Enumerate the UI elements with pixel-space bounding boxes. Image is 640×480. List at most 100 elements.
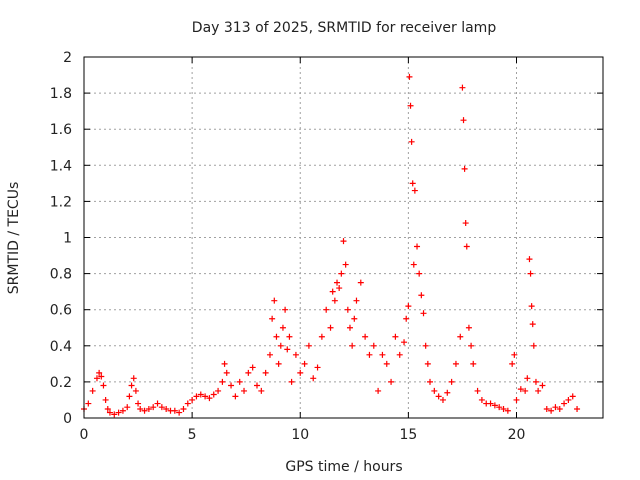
data-point [405, 303, 412, 310]
y-tick-label: 2 [63, 50, 72, 66]
data-point [282, 306, 289, 313]
data-point [353, 297, 360, 304]
data-point [273, 333, 280, 340]
y-tick-label: 0.8 [50, 267, 72, 283]
data-point [132, 387, 139, 394]
x-tick-label: 15 [399, 427, 417, 443]
data-point [459, 84, 466, 91]
data-point [89, 387, 96, 394]
data-point [532, 378, 539, 385]
data-point [98, 373, 105, 380]
data-point [277, 342, 284, 349]
data-point [406, 73, 413, 80]
data-point [258, 387, 265, 394]
data-point [401, 339, 408, 346]
data-point [228, 382, 235, 389]
data-point [435, 393, 442, 400]
data-point [552, 404, 559, 411]
data-point [461, 165, 468, 172]
data-point [383, 360, 390, 367]
data-point [318, 333, 325, 340]
data-point [297, 369, 304, 376]
data-point [509, 360, 516, 367]
data-point [528, 303, 535, 310]
data-point [327, 324, 334, 331]
data-point [206, 395, 213, 402]
data-point [420, 310, 427, 317]
data-point [522, 387, 529, 394]
data-point [329, 288, 336, 295]
y-tick-label: 1.2 [50, 194, 72, 210]
data-point [115, 409, 122, 416]
data-point [271, 297, 278, 304]
y-axis-label: SRMTID / TECUs [6, 182, 22, 295]
y-tick-label: 1.8 [50, 86, 72, 102]
data-point [403, 315, 410, 322]
data-point [410, 261, 417, 268]
data-point [158, 404, 165, 411]
data-point [349, 342, 356, 349]
data-point [444, 389, 451, 396]
x-tick-label: 0 [80, 427, 89, 443]
data-point [245, 369, 252, 376]
data-point [344, 306, 351, 313]
data-point [130, 375, 137, 382]
data-point [154, 400, 161, 407]
data-point [102, 396, 109, 403]
data-point [496, 404, 503, 411]
data-point [163, 405, 170, 412]
data-point [565, 396, 572, 403]
data-point [388, 378, 395, 385]
x-axis-label: GPS time / hours [285, 459, 402, 475]
data-point [338, 270, 345, 277]
data-point [511, 351, 518, 358]
data-point [535, 387, 542, 394]
data-point [184, 400, 191, 407]
data-point [366, 351, 373, 358]
data-point [215, 387, 222, 394]
y-tick-label: 1.4 [50, 158, 72, 174]
data-point [128, 382, 135, 389]
data-point [202, 393, 209, 400]
data-point [284, 346, 291, 353]
y-tick-label: 0 [63, 411, 72, 427]
data-point [500, 405, 507, 412]
data-point [96, 369, 103, 376]
x-tick-label: 10 [291, 427, 309, 443]
data-point [342, 261, 349, 268]
data-point [249, 364, 256, 371]
data-point [379, 351, 386, 358]
data-point [176, 409, 183, 416]
x-tick-label: 5 [188, 427, 197, 443]
data-point [346, 324, 353, 331]
data-point [556, 405, 563, 412]
data-point [487, 400, 494, 407]
data-point [219, 378, 226, 385]
data-point [427, 378, 433, 385]
data-point [286, 333, 293, 340]
data-point [470, 360, 477, 367]
data-point [529, 321, 536, 328]
data-point [357, 279, 364, 286]
data-point [266, 351, 273, 358]
data-point [145, 405, 152, 412]
data-point [137, 405, 144, 412]
grid [84, 57, 603, 418]
data-point [463, 243, 470, 250]
data-point [310, 375, 317, 382]
data-point [236, 378, 243, 385]
data-point [569, 393, 576, 400]
data-point [351, 315, 358, 322]
data-point [171, 407, 178, 414]
data-point [452, 360, 459, 367]
data-point [269, 315, 276, 322]
data-point [104, 405, 111, 412]
data-point [111, 411, 118, 418]
data-point [323, 306, 330, 313]
data-point [241, 387, 248, 394]
data-point [392, 333, 399, 340]
data-point [141, 407, 148, 414]
data-point [262, 369, 269, 376]
data-point [409, 180, 416, 187]
data-point [504, 407, 511, 414]
